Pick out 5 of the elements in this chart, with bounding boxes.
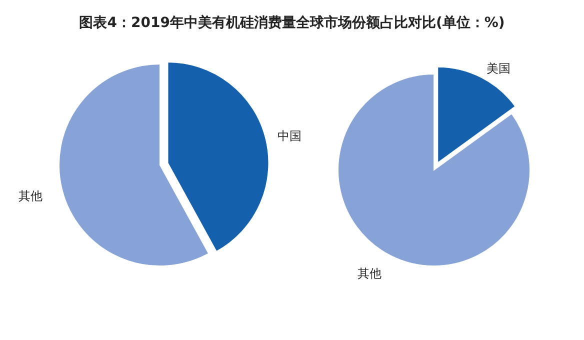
slice-label: 其他: [18, 189, 43, 204]
slice-label: 其他: [358, 266, 382, 281]
chart-title: 图表4：2019年中美有机硅消费量全球市场份额占比对比(单位：%): [79, 14, 505, 31]
slice-label: 中国: [277, 128, 302, 143]
slice-label: 美国: [486, 61, 510, 76]
